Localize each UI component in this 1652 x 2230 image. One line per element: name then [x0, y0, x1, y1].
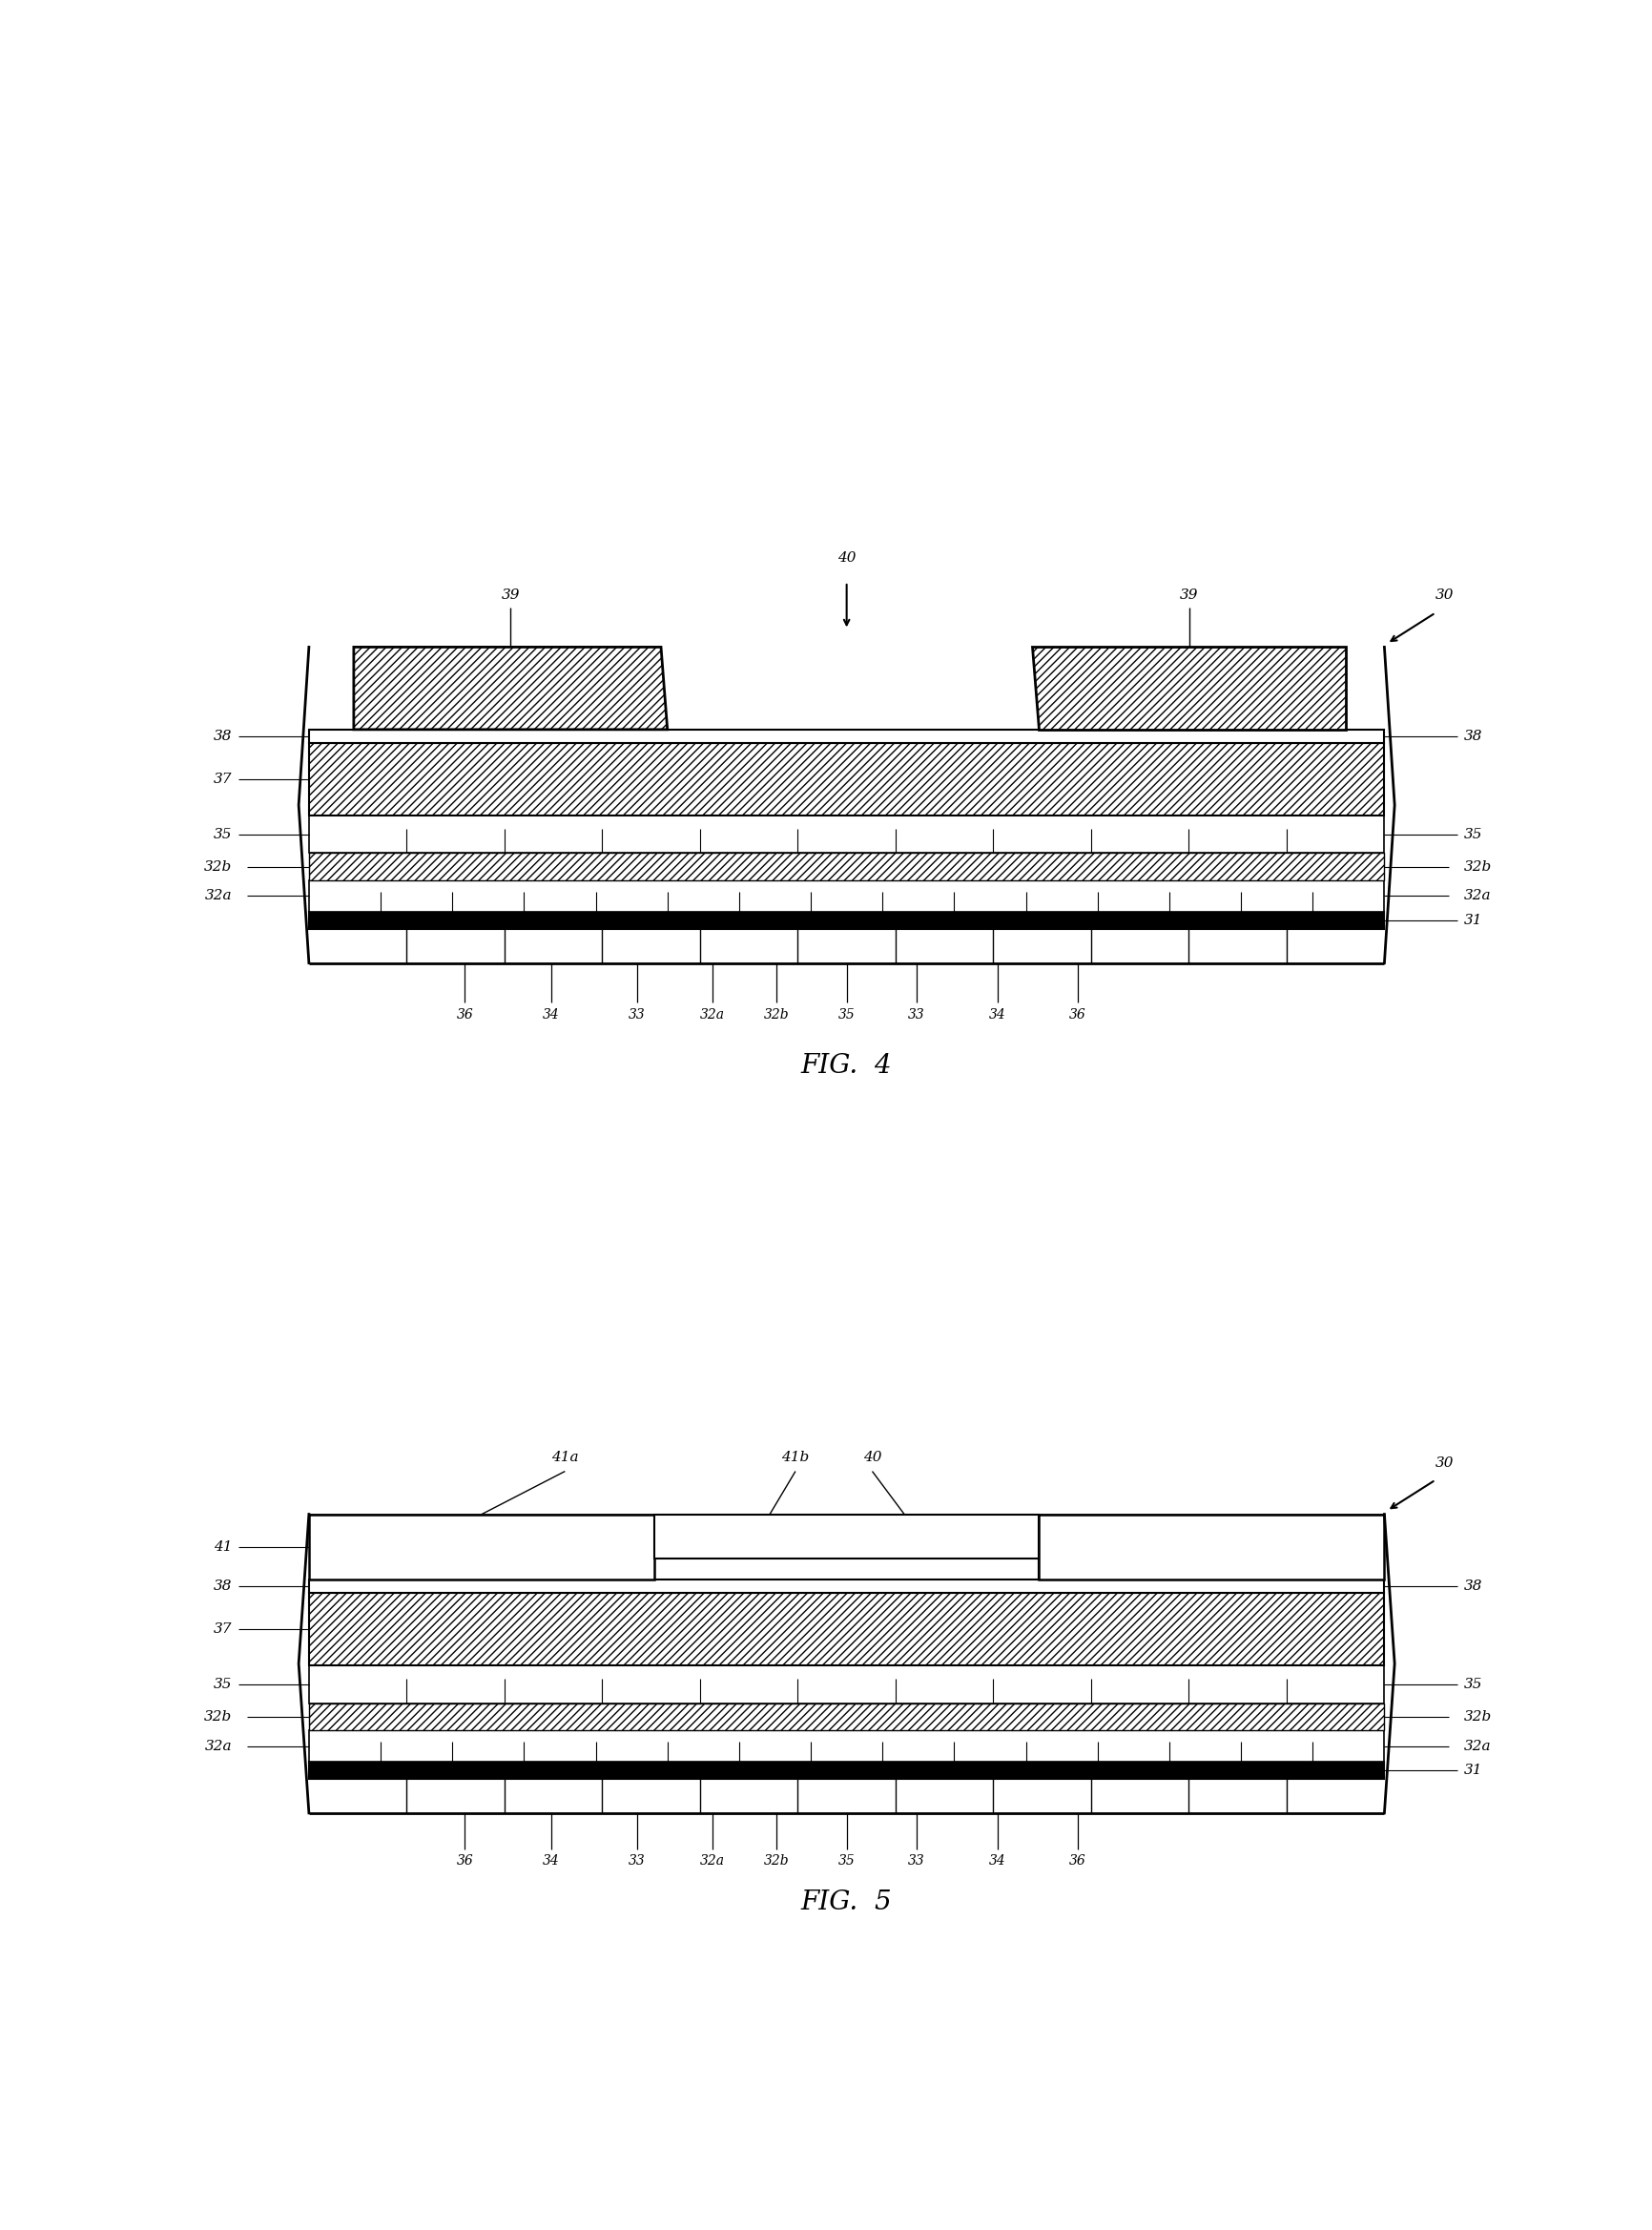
- Bar: [309, 881, 1384, 912]
- Text: 35: 35: [1464, 827, 1482, 841]
- Text: 35: 35: [1464, 1677, 1482, 1690]
- Bar: [309, 743, 1384, 816]
- Bar: [309, 729, 1384, 743]
- Text: 39: 39: [1180, 589, 1198, 602]
- Bar: [309, 1704, 1384, 1730]
- Text: 34: 34: [542, 1855, 560, 1869]
- Text: 35: 35: [838, 1008, 856, 1021]
- Text: 30: 30: [1436, 589, 1454, 602]
- Text: 37: 37: [213, 772, 231, 785]
- Text: 32b: 32b: [763, 1855, 790, 1869]
- Text: 32a: 32a: [700, 1855, 725, 1869]
- Text: 41b: 41b: [781, 1452, 809, 1465]
- Text: 37: 37: [213, 1623, 231, 1637]
- Text: 36: 36: [456, 1008, 474, 1021]
- Bar: [309, 1730, 1384, 1762]
- Text: 32b: 32b: [205, 1710, 231, 1724]
- Text: 34: 34: [542, 1008, 560, 1021]
- Bar: [309, 1514, 654, 1579]
- Polygon shape: [1032, 647, 1346, 729]
- Text: 33: 33: [628, 1008, 646, 1021]
- Text: 30: 30: [1436, 1456, 1454, 1470]
- Text: 40: 40: [862, 1452, 882, 1465]
- Bar: [309, 912, 1384, 928]
- Text: 32a: 32a: [700, 1008, 725, 1021]
- Polygon shape: [354, 647, 667, 729]
- Text: 34: 34: [990, 1855, 1006, 1869]
- Text: 38: 38: [1464, 729, 1482, 743]
- Text: 32b: 32b: [1464, 861, 1492, 874]
- Text: FIG.  5: FIG. 5: [801, 1889, 892, 1916]
- Text: 32a: 32a: [205, 1739, 231, 1753]
- Text: 32a: 32a: [1464, 890, 1492, 903]
- Text: 38: 38: [1464, 1579, 1482, 1592]
- Text: 32a: 32a: [1464, 1739, 1492, 1753]
- Text: 32b: 32b: [1464, 1710, 1492, 1724]
- Text: 31: 31: [1464, 1764, 1482, 1777]
- Bar: [309, 1579, 1384, 1592]
- Text: 36: 36: [1069, 1008, 1087, 1021]
- Bar: [1039, 1514, 1384, 1579]
- Text: 31: 31: [1464, 914, 1482, 928]
- Text: 38: 38: [213, 1579, 231, 1592]
- Text: 33: 33: [909, 1008, 925, 1021]
- Text: 32b: 32b: [205, 861, 231, 874]
- Text: 36: 36: [456, 1855, 474, 1869]
- Text: 40: 40: [838, 551, 856, 564]
- Bar: [309, 1762, 1384, 1780]
- Text: FIG.  4: FIG. 4: [801, 1053, 892, 1079]
- Text: 35: 35: [213, 1677, 231, 1690]
- Text: 33: 33: [909, 1855, 925, 1869]
- Text: 32a: 32a: [205, 890, 231, 903]
- Text: 38: 38: [213, 729, 231, 743]
- Text: 39: 39: [501, 589, 520, 602]
- Bar: [654, 1514, 1039, 1559]
- Bar: [309, 854, 1384, 881]
- Bar: [309, 816, 1384, 854]
- Text: 32b: 32b: [763, 1008, 790, 1021]
- Text: 35: 35: [213, 827, 231, 841]
- Text: 36: 36: [1069, 1855, 1087, 1869]
- Text: 41: 41: [213, 1541, 231, 1554]
- Text: 41a: 41a: [552, 1452, 578, 1465]
- Bar: [309, 1592, 1384, 1666]
- Text: 33: 33: [628, 1855, 646, 1869]
- Bar: [309, 1666, 1384, 1704]
- Text: 35: 35: [838, 1855, 856, 1869]
- Text: 34: 34: [990, 1008, 1006, 1021]
